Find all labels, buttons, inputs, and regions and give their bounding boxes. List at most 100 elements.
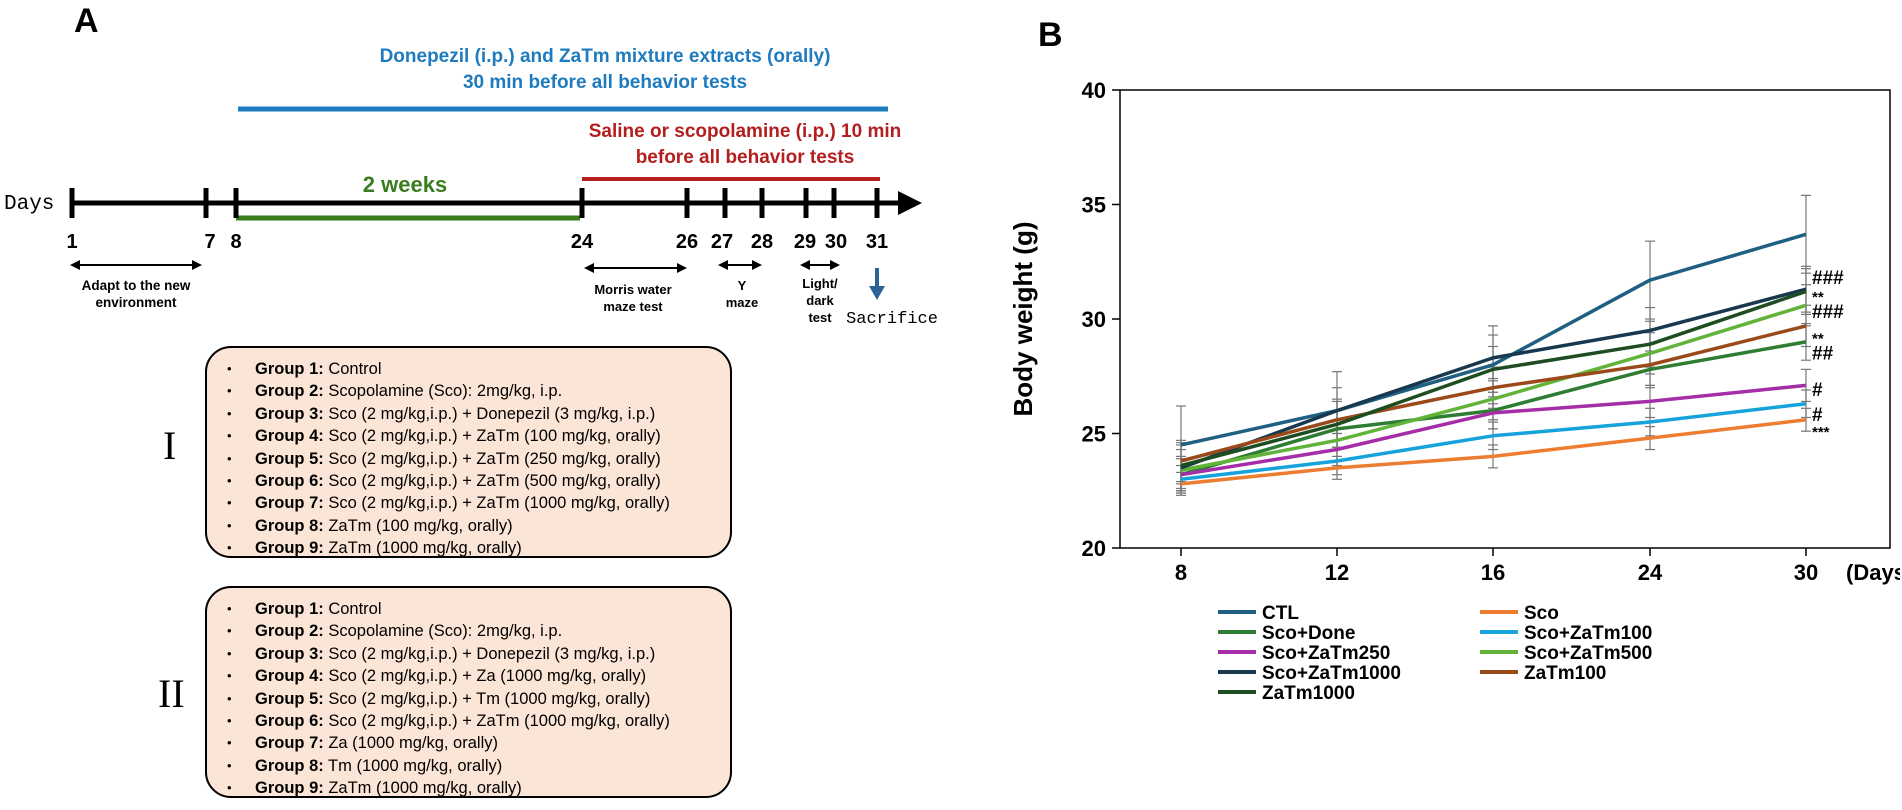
- adapt-label-line2: environment: [95, 295, 177, 310]
- group-description: Sco (2 mg/kg,i.p.) + Tm (1000 mg/kg, ora…: [323, 689, 651, 708]
- significance-mark-4: **: [1812, 330, 1824, 347]
- legend-item: Sco+Done: [1218, 623, 1355, 644]
- experiment-i-group-7: Group 7: Sco (2 mg/kg,i.p.) + ZaTm (1000…: [225, 492, 730, 515]
- experiment-i-group-1: Group 1: Control: [225, 358, 730, 381]
- day-label-31: 31: [866, 231, 888, 253]
- significance-mark-7: #: [1812, 405, 1823, 426]
- group-name: Group 2:: [255, 382, 324, 401]
- legend-item: CTL: [1218, 603, 1299, 624]
- group-name: Group 7:: [255, 494, 324, 513]
- light-dark-label-line1: Light/: [802, 276, 838, 291]
- panel-a-timeline: A Donepezil (i.p.) and ZaTm mixture extr…: [4, 2, 938, 329]
- group-name: Group 9:: [255, 539, 324, 558]
- legend-label: Sco+ZaTm100: [1524, 623, 1652, 644]
- treatment-title-line2: 30 min before all behavior tests: [463, 72, 747, 93]
- legend-item: Sco+ZaTm100: [1480, 623, 1652, 644]
- panel-a-label: A: [74, 2, 99, 40]
- group-name: Group 9:: [255, 779, 324, 798]
- day-label-29: 29: [794, 231, 816, 253]
- timeline-ticks: 1 7 8 24 26 27 28 29 30 31: [66, 188, 888, 253]
- experiment-i-group-8: Group 8: ZaTm (100 mg/kg, orally): [225, 515, 730, 538]
- y-tick-label-35: 35: [1082, 193, 1106, 218]
- y-tick-label-20: 20: [1082, 536, 1106, 561]
- experiment-i-group-3: Group 3: Sco (2 mg/kg,i.p.) + Donepezil …: [225, 403, 730, 426]
- experiment-ii-group-5: Group 5: Sco (2 mg/kg,i.p.) + Tm (1000 m…: [225, 688, 730, 711]
- legend-item: ZaTm100: [1480, 663, 1606, 684]
- group-description: Sco (2 mg/kg,i.p.) + Za (1000 mg/kg, ora…: [323, 667, 647, 686]
- group-description: ZaTm (100 mg/kg, orally): [323, 516, 513, 535]
- legend-item: Sco+ZaTm1000: [1218, 663, 1401, 684]
- experiment-ii-group-list: Group 1: Control Group 2: Scopolamine (Sc…: [225, 598, 730, 800]
- experiment-i-group-list: Group 1: ControlGroup 2: Scopolamine (Sc…: [225, 358, 730, 560]
- morris-arrow-right: [677, 263, 687, 273]
- group-description: Sco (2 mg/kg,i.p.) + ZaTm (500 mg/kg, or…: [323, 472, 661, 491]
- group-description: Sco (2 mg/kg,i.p.) + ZaTm (1000 mg/kg, o…: [323, 712, 670, 731]
- group-name: Group 2:: [255, 622, 324, 641]
- light-dark-arrow-right: [830, 260, 840, 270]
- two-weeks-label: 2 weeks: [363, 172, 447, 197]
- y-maze-label-line1: Y: [738, 278, 747, 293]
- group-description: ZaTm (1000 mg/kg, orally): [323, 779, 522, 798]
- days-label: Days: [4, 193, 54, 216]
- group-name: Group 8:: [255, 516, 324, 535]
- group-description: Sco (2 mg/kg,i.p.) + ZaTm (100 mg/kg, or…: [323, 427, 661, 446]
- group-name: Group 4:: [255, 667, 324, 686]
- legend-label: Sco+ZaTm500: [1524, 643, 1652, 664]
- group-description: Control: [323, 360, 382, 378]
- experiment-ii-group-box: Group 1: Control Group 2: Scopolamine (Sc…: [205, 586, 732, 800]
- experiment-i-group-6: Group 6: Sco (2 mg/kg,i.p.) + ZaTm (500 …: [225, 470, 730, 493]
- experiment-ii-group-8: Group 8: Tm (1000 mg/kg, orally): [225, 755, 730, 778]
- series-line-zatm1000: [1180, 289, 1807, 468]
- y-maze-label-line2: maze: [726, 295, 759, 310]
- light-dark-arrow-left: [800, 260, 810, 270]
- group-description: Sco (2 mg/kg,i.p.) + Donepezil (3 mg/kg,…: [323, 404, 656, 423]
- sacrifice-label: Sacrifice: [846, 310, 938, 329]
- group-description: Control: [323, 600, 382, 618]
- experiment-ii-group-7: Group 7: Za (1000 mg/kg, orally): [225, 732, 730, 755]
- series-line-sco-done: [1180, 340, 1807, 477]
- x-tick-label-16: 16: [1481, 560, 1505, 585]
- significance-mark-8: ***: [1812, 424, 1830, 441]
- x-tick-label-12: 12: [1325, 560, 1349, 585]
- group-name: Group 7:: [255, 734, 324, 753]
- y-tick-label-30: 30: [1082, 307, 1106, 332]
- x-axis-unit: (Days): [1846, 560, 1900, 585]
- experiment-ii-group-9: Group 9: ZaTm (1000 mg/kg, orally): [225, 777, 730, 800]
- significance-mark-5: ##: [1812, 343, 1834, 364]
- x-tick-label-24: 24: [1638, 560, 1663, 585]
- series-line-ctl: [1180, 232, 1807, 447]
- legend-item: Sco+ZaTm250: [1218, 643, 1390, 664]
- y-axis-title: Body weight (g): [1008, 222, 1038, 417]
- series-line-sco: [1180, 418, 1807, 486]
- group-name: Group 5:: [255, 449, 324, 468]
- experiment-i-group-box: Group 1: ControlGroup 2: Scopolamine (Sc…: [205, 346, 732, 560]
- experiment-ii-group-3: Group 3: Sco (2 mg/kg,i.p.) + Donepezil …: [225, 643, 730, 666]
- series-line-sco-zatm500: [1180, 303, 1807, 472]
- series-line-sco-zatm100: [1180, 401, 1807, 482]
- experiment-ii-roman: II: [158, 671, 185, 716]
- group-description: Scopolamine (Sco): 2mg/kg, i.p.: [323, 382, 563, 401]
- experiment-i-group-9: Group 9: ZaTm (1000 mg/kg, orally): [225, 537, 730, 560]
- experiment-i-group-4: Group 4: Sco (2 mg/kg,i.p.) + ZaTm (100 …: [225, 425, 730, 448]
- group-name: Group 1:: [255, 600, 324, 618]
- y-tick-label-25: 25: [1082, 422, 1106, 447]
- morris-label-line1: Morris water: [594, 282, 671, 297]
- group-description: Sco (2 mg/kg,i.p.) + ZaTm (1000 mg/kg, o…: [323, 494, 670, 513]
- y-maze-arrow-left: [718, 260, 728, 270]
- legend-label: ZaTm1000: [1262, 683, 1355, 704]
- group-description: Scopolamine (Sco): 2mg/kg, i.p.: [323, 622, 563, 641]
- adapt-arrow-left: [70, 260, 80, 270]
- legend-label: Sco+ZaTm250: [1262, 643, 1390, 664]
- group-name: Group 4:: [255, 427, 324, 446]
- x-tick-label-8: 8: [1175, 560, 1187, 585]
- group-description: Sco (2 mg/kg,i.p.) + ZaTm (250 mg/kg, or…: [323, 449, 661, 468]
- legend-label: Sco: [1524, 603, 1559, 624]
- legend-item: ZaTm1000: [1218, 683, 1355, 704]
- saline-title-line1: Saline or scopolamine (i.p.) 10 min: [589, 121, 902, 142]
- legend-label: Sco+ZaTm1000: [1262, 663, 1401, 684]
- group-name: Group 6:: [255, 472, 324, 491]
- adapt-arrow-right: [192, 260, 202, 270]
- timeline-arrowhead: [898, 191, 922, 215]
- saline-title-line2: before all behavior tests: [636, 147, 855, 168]
